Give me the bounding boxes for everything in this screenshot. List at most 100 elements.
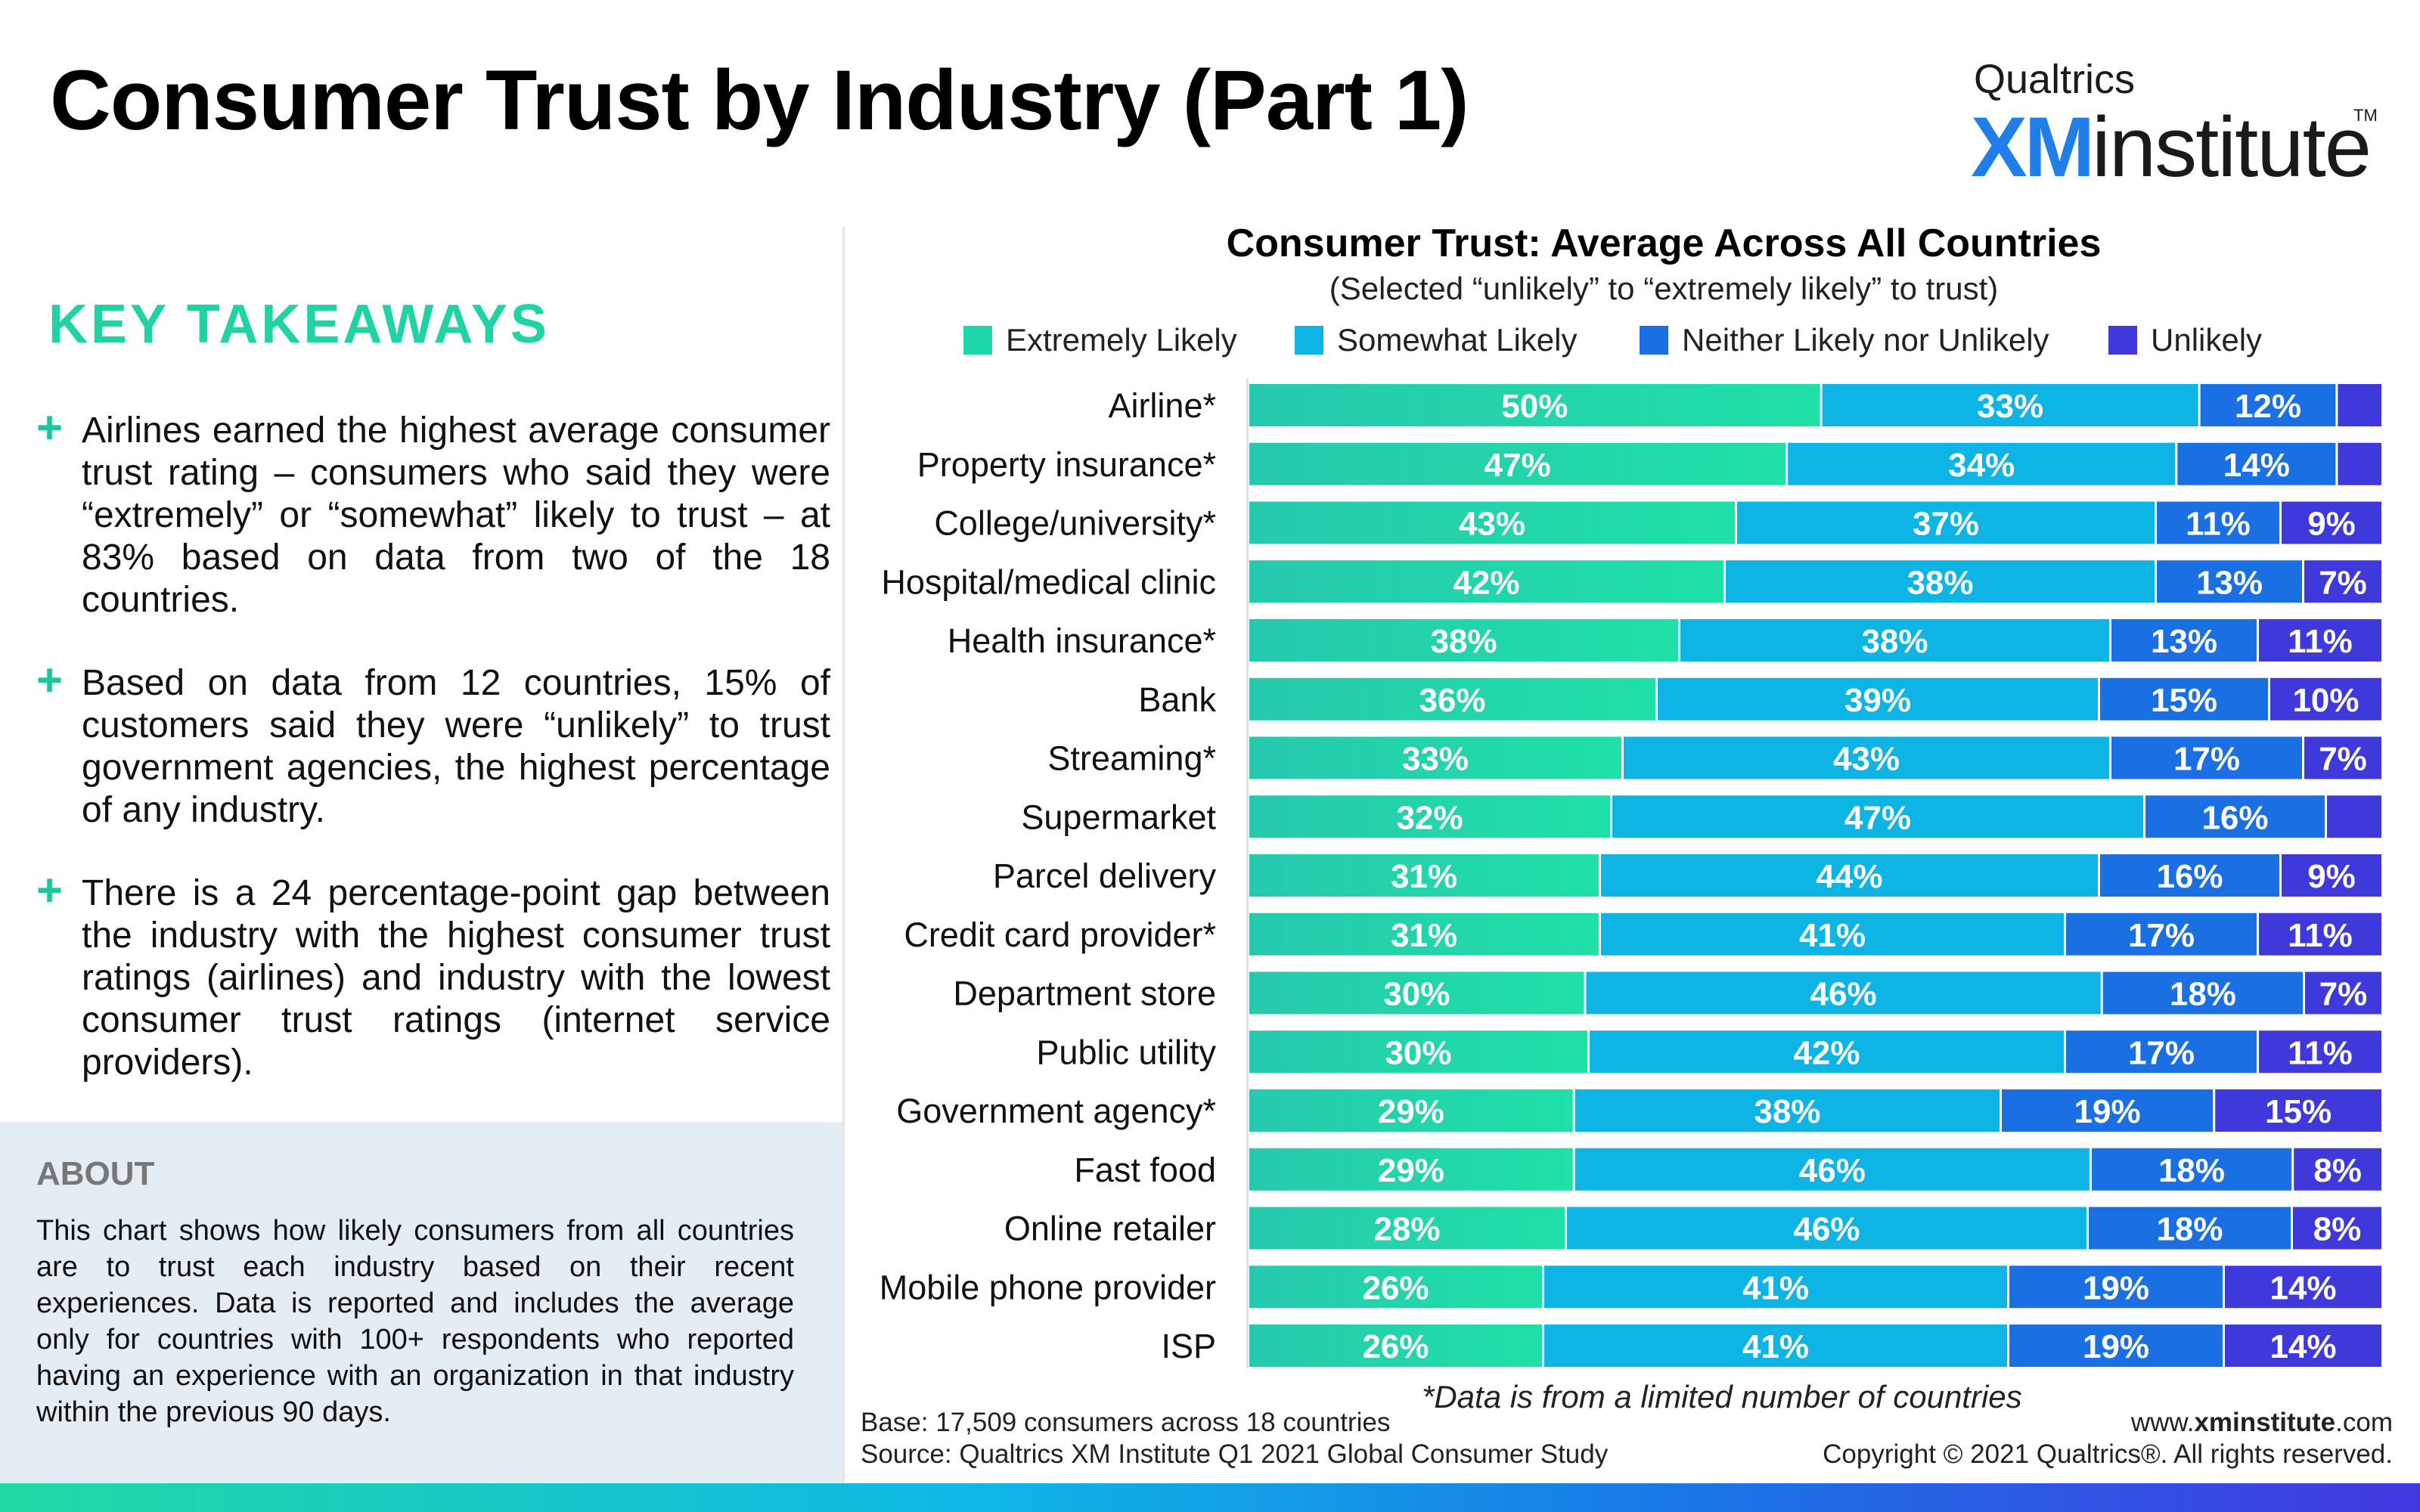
bar-segment-somewhat-likely: [1680, 619, 2109, 662]
legend-item-somewhat-likely: Somewhat Likely: [1295, 321, 1577, 360]
bar-value-label: 29%: [1378, 1093, 1444, 1130]
bar-value-label: 31%: [1391, 858, 1457, 895]
website-domain: xminstitute: [2194, 1408, 2336, 1437]
bar-value-label: 29%: [1378, 1152, 1444, 1189]
bar-value-label: 19%: [2083, 1269, 2149, 1306]
bar-value-label: 26%: [1362, 1328, 1429, 1365]
bar-value-label: 11%: [2288, 623, 2353, 660]
bar-segment-extremely-likely: [1249, 854, 1599, 897]
bar-segment-extremely-likely: [1249, 736, 1621, 779]
bar-segment-unlikely: [2327, 795, 2381, 838]
bottom-gradient-strip: [0, 1483, 2420, 1512]
about-box: ABOUT This chart shows how likely consum…: [0, 1122, 842, 1485]
xm-institute-logo[interactable]: Qualtrics XM institute TM: [1971, 56, 2378, 194]
category-axis-line: [1246, 378, 1249, 1368]
copyright-note: Copyright © 2021 Qualtrics®. All rights …: [1823, 1439, 2393, 1469]
page-title: Consumer Trust by Industry (Part 1): [50, 53, 1469, 147]
plus-icon: +: [36, 865, 64, 916]
bar-value-label: 37%: [1913, 506, 1979, 543]
bar-value-label: 38%: [1861, 623, 1928, 660]
legend-label: Unlikely: [2151, 322, 2263, 358]
bar-value-label: 44%: [1816, 858, 1882, 895]
category-label: Hospital/medical clinic: [881, 562, 1216, 601]
about-heading: ABOUT: [36, 1155, 155, 1192]
bar-value-label: 33%: [1402, 741, 1469, 778]
bar-value-label: 19%: [2074, 1093, 2141, 1130]
bar-value-label: 18%: [2156, 1211, 2223, 1248]
bar-segment-neither: [2157, 501, 2279, 544]
bar-segment-extremely-likely: [1249, 677, 1655, 720]
bar-segment-somewhat-likely: [1658, 677, 2098, 720]
bar-value-label: 18%: [2158, 1152, 2225, 1189]
bar-value-label: 15%: [2151, 682, 2217, 719]
bar-segment-unlikely: [2282, 501, 2381, 544]
bar-value-label: 43%: [1459, 506, 1525, 543]
bar-value-label: 10%: [2292, 682, 2359, 719]
bar-value-label: 42%: [1453, 564, 1519, 601]
bar-value-label: 31%: [1391, 917, 1457, 954]
bar-value-label: 26%: [1362, 1269, 1429, 1306]
bar-segment-somewhat-likely: [1612, 795, 2143, 838]
bar-segment-somewhat-likely: [1726, 560, 2155, 603]
bar-value-label: 14%: [2223, 447, 2290, 484]
bar-value-label: 15%: [2265, 1093, 2332, 1130]
chart-title: Consumer Trust: Average Across All Count…: [1226, 222, 2102, 265]
plus-icon: +: [36, 402, 64, 453]
key-takeaways-panel: KEY TAKEAWAYS + Airlines earned the high…: [0, 219, 842, 1482]
bar-value-label: 17%: [2173, 741, 2240, 778]
bar-value-label: 7%: [2319, 741, 2367, 778]
bar-segment-extremely-likely: [1249, 384, 1820, 426]
bar-segment-unlikely: [2225, 1325, 2381, 1367]
website-link[interactable]: www.xminstitute.com: [2131, 1408, 2393, 1438]
bar-segment-extremely-likely: [1249, 1030, 1587, 1074]
bar-value-label: 33%: [1977, 388, 2043, 425]
bar-segment-unlikely: [2259, 1030, 2381, 1074]
bars-group: Airline* 50% 33% 12% Property insurance* 47% 3…: [880, 384, 2381, 1367]
legend-swatch: [1295, 326, 1323, 355]
key-takeaways-heading: KEY TAKEAWAYS: [48, 294, 550, 355]
bar-segment-extremely-likely: [1249, 501, 1735, 544]
bar-value-label: 36%: [1419, 682, 1485, 719]
bar-value-label: 9%: [2307, 858, 2356, 895]
bar-segment-neither: [2145, 795, 2325, 838]
category-label: College/university*: [934, 504, 1216, 543]
bar-segment-neither: [2100, 677, 2268, 720]
category-label: Property insurance*: [917, 445, 1216, 484]
bar-segment-unlikely: [2282, 854, 2381, 897]
bar-segment-neither: [2002, 1089, 2214, 1132]
category-label: Streaming*: [1047, 739, 1216, 778]
bar-value-label: 8%: [2313, 1211, 2362, 1248]
bar-segment-extremely-likely: [1249, 795, 1610, 838]
bar-value-label: 13%: [2196, 564, 2263, 601]
bar-value-label: 18%: [2170, 976, 2236, 1013]
bar-value-label: 46%: [1793, 1211, 1860, 1248]
category-label: Online retailer: [1004, 1210, 1216, 1248]
bar-value-label: 39%: [1844, 682, 1911, 719]
bar-segment-neither: [2157, 560, 2302, 603]
category-label: ISP: [1161, 1327, 1216, 1365]
bar-value-label: 8%: [2313, 1152, 2362, 1189]
bar-segment-unlikely: [2338, 384, 2381, 426]
bar-segment-somewhat-likely: [1544, 1266, 2007, 1309]
bar-segment-unlikely: [2225, 1266, 2381, 1309]
legend-swatch: [963, 326, 992, 355]
logo-qualtrics-text: Qualtrics: [1974, 57, 2136, 102]
legend-swatch: [2108, 326, 2137, 355]
logo-institute-text: institute: [2092, 100, 2372, 194]
bar-segment-neither: [2066, 912, 2257, 956]
category-label: Airline*: [1108, 386, 1216, 425]
bar-segment-somewhat-likely: [1601, 912, 2064, 956]
bar-segment-neither: [2009, 1325, 2223, 1367]
bar-value-label: 7%: [2319, 976, 2368, 1013]
bar-value-label: 13%: [2151, 623, 2217, 660]
column-divider: [842, 227, 845, 1504]
bar-segment-neither: [2089, 1207, 2291, 1250]
bar-segment-somewhat-likely: [1624, 736, 2109, 779]
legend-swatch: [1640, 326, 1668, 355]
bar-segment-neither: [2102, 971, 2303, 1015]
bar-value-label: 17%: [2128, 917, 2195, 954]
bar-value-label: 34%: [1948, 447, 2015, 484]
bar-segment-somewhat-likely: [1737, 501, 2155, 544]
takeaway-text: There is a 24 percentage-point gap betwe…: [82, 873, 830, 1083]
bar-value-label: 38%: [1907, 564, 1973, 601]
